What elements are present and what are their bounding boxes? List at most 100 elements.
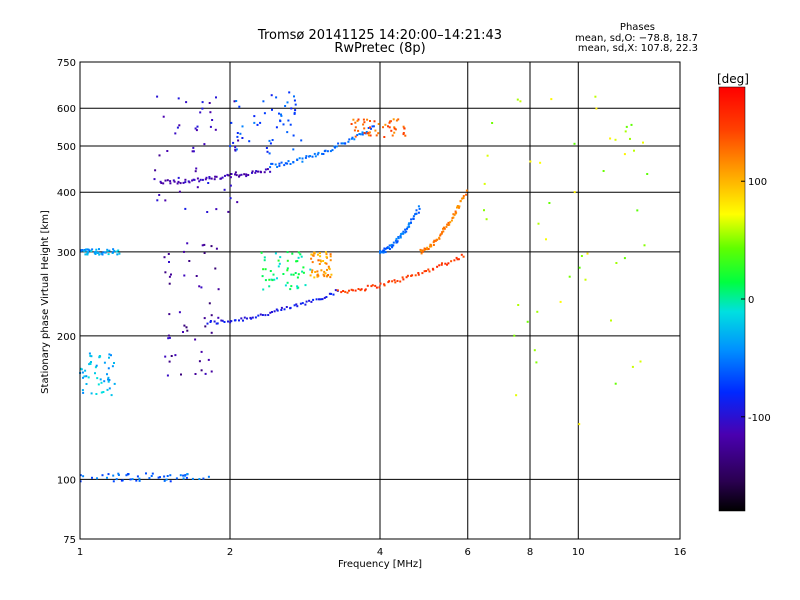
data-point [198, 360, 201, 363]
data-point [369, 120, 371, 122]
data-point [594, 95, 597, 98]
data-point [297, 251, 300, 254]
data-point [399, 280, 402, 283]
data-point [280, 309, 283, 311]
data-point [320, 269, 323, 272]
data-point [317, 253, 319, 256]
data-point [203, 243, 206, 246]
data-point [227, 174, 230, 177]
data-point [301, 157, 304, 160]
data-point [191, 477, 194, 480]
data-point [393, 127, 396, 130]
data-point [383, 284, 386, 287]
data-point [209, 320, 212, 322]
data-point [263, 112, 266, 115]
data-point [271, 162, 274, 165]
data-point [243, 316, 246, 319]
data-point [377, 132, 380, 135]
data-point [449, 221, 452, 224]
data-point [287, 119, 290, 122]
data-point [135, 479, 138, 482]
data-point [115, 478, 118, 481]
data-point [440, 263, 443, 266]
data-point [458, 206, 460, 209]
data-point [414, 274, 417, 277]
data-point [623, 153, 626, 156]
data-point [332, 293, 335, 296]
data-point [439, 233, 442, 236]
data-point [580, 255, 583, 257]
data-point [112, 480, 115, 483]
data-point [410, 221, 412, 224]
data-point [456, 206, 458, 209]
data-point [185, 476, 188, 479]
data-point [220, 319, 223, 322]
y-tick-label: 600 [57, 104, 76, 115]
data-point [383, 283, 386, 286]
data-point [91, 248, 94, 251]
data-point [483, 182, 486, 185]
data-point [351, 136, 354, 139]
data-point [357, 118, 360, 121]
data-point [209, 125, 212, 128]
data-point [305, 300, 308, 303]
data-point [160, 182, 163, 184]
data-point [99, 378, 102, 381]
data-point [183, 324, 186, 327]
data-point [254, 171, 257, 174]
data-point [584, 278, 587, 281]
data-point [291, 252, 294, 255]
data-point [194, 170, 197, 173]
data-point [325, 255, 328, 258]
data-point [459, 199, 462, 202]
data-point [81, 389, 84, 392]
data-point [452, 216, 455, 219]
data-point [182, 181, 185, 184]
data-point [88, 249, 91, 252]
data-point [224, 174, 226, 177]
data-point [299, 253, 302, 256]
data-point [382, 126, 384, 129]
data-point [272, 273, 275, 276]
data-point [266, 168, 269, 171]
y-tick-label: 200 [57, 332, 76, 343]
data-point [425, 270, 428, 272]
data-point [276, 309, 279, 312]
data-point [380, 251, 383, 254]
y-tick-label: 750 [57, 58, 76, 69]
data-point [270, 162, 273, 165]
data-point [309, 155, 312, 157]
data-point [117, 474, 120, 476]
data-point [462, 195, 465, 197]
data-point [486, 154, 489, 157]
data-point [286, 259, 289, 262]
data-point [251, 316, 254, 319]
data-point [278, 162, 281, 165]
data-point [292, 273, 295, 276]
data-point [321, 298, 324, 301]
data-point [314, 155, 317, 158]
data-point [319, 298, 322, 301]
data-point [188, 260, 191, 262]
data-point [86, 250, 89, 253]
data-point [241, 125, 244, 128]
data-point [414, 212, 417, 215]
data-point [166, 475, 169, 477]
data-point [615, 262, 618, 264]
data-point [371, 284, 374, 287]
data-point [235, 148, 238, 151]
data-point [456, 205, 459, 207]
data-point [633, 149, 635, 152]
data-point [215, 175, 218, 178]
data-point [331, 149, 334, 152]
data-point [465, 193, 468, 196]
data-point [79, 480, 82, 483]
data-point [410, 218, 413, 221]
data-point [211, 119, 214, 121]
data-point [293, 111, 296, 114]
data-point [163, 475, 166, 478]
data-point [420, 249, 423, 252]
data-point [446, 223, 449, 226]
data-point [101, 253, 104, 256]
data-point [201, 244, 204, 247]
